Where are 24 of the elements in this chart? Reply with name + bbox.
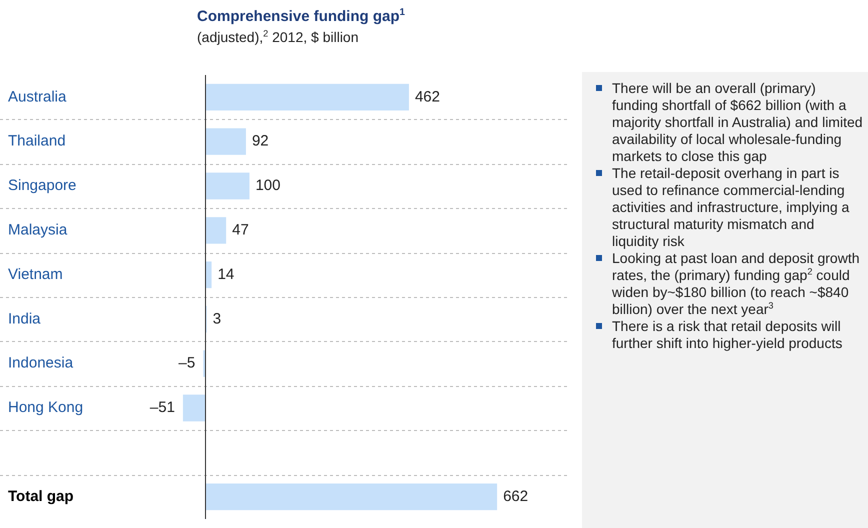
data-label: –51 (150, 399, 175, 416)
data-label: 662 (503, 488, 528, 505)
y-tick-label: Hong Kong (8, 399, 84, 416)
data-label: 47 (232, 222, 249, 239)
y-tick-label: Thailand (8, 132, 66, 150)
chart-title: Comprehensive funding gap$^{1}$ (197, 7, 405, 25)
y-tick-label: Total gap (8, 488, 74, 505)
data-label: –5 (178, 354, 196, 372)
data-label: 462 (414, 88, 440, 106)
text: The retail-deposit overhang in part is used to refinance commercial-lending activities and infrastructure, implying a structural maturity mismatch and liquidity risk (596, 165, 864, 250)
data-label: 3 (212, 310, 222, 328)
text: There will be an overall (primary) funding shortfall of $662 billion (with a majority shortfall in Australia) and limited availability of local wholesale-funding markets to close this gap (596, 80, 864, 165)
y-tick-label: Australia (8, 88, 68, 106)
y-tick-label: Vietnam (8, 266, 63, 283)
data-label: 14 (218, 266, 234, 283)
data-label: 100 (255, 177, 280, 194)
y-tick-label: Indonesia (8, 354, 74, 372)
y-tick-label: India (8, 310, 42, 328)
y-tick-label: Singapore (8, 177, 76, 194)
text: There is a risk that retail deposits will further shift into higher-yield products (596, 318, 864, 352)
text: Looking at past loan and deposit growth rates, the (primary) funding gap$^{2}$ could widen by~$180 billion (to reach ~$840 billion) over the next year$^{3}$ (596, 250, 864, 318)
chart-subtitle: (adjusted),$^{2}$ 2012, $ billion (197, 28, 359, 45)
y-tick-label: Malaysia (8, 222, 68, 239)
data-label: 92 (252, 132, 269, 150)
